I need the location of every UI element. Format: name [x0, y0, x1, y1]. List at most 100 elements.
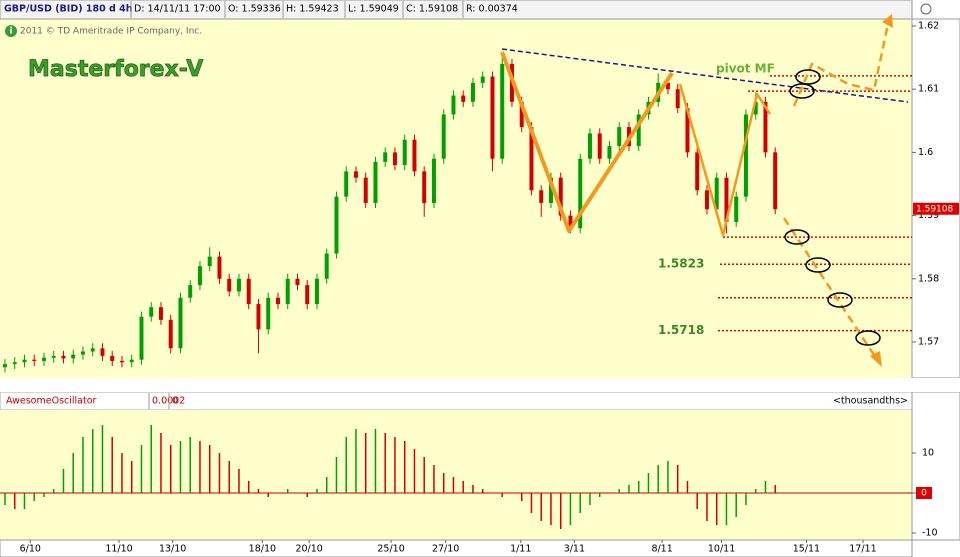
candle-body — [305, 285, 310, 305]
candle-body — [207, 256, 212, 267]
candle-body — [704, 190, 709, 210]
copyright: 2011 © TD Ameritrade IP Company, Inc. — [20, 27, 202, 37]
last-price: 1.59108 — [916, 204, 953, 214]
candle-body — [558, 177, 563, 216]
candle-body — [139, 316, 144, 360]
candle-body — [685, 108, 690, 153]
y-tick-label: 1.62 — [918, 21, 939, 32]
candle-body — [324, 253, 329, 279]
x-tick-label: 27/10 — [432, 544, 459, 555]
candle-body — [441, 114, 446, 159]
candle-body — [119, 360, 124, 363]
y-tick-label: 1.61 — [918, 84, 939, 95]
candle-body — [217, 256, 222, 279]
candle-body — [597, 133, 602, 159]
candle-body — [734, 196, 739, 222]
target-ellipse — [805, 257, 831, 273]
pivot-trendline — [501, 48, 909, 103]
candle-body — [587, 133, 592, 159]
header-bar — [0, 0, 913, 20]
candle-body — [41, 357, 46, 361]
candle-body — [266, 297, 271, 330]
candle-body — [363, 177, 368, 203]
candle-body — [246, 278, 251, 305]
candle-body — [724, 177, 729, 222]
candle-body — [714, 177, 719, 210]
candle-body — [285, 278, 290, 305]
x-tick-label: 10/11 — [708, 544, 735, 555]
candle-body — [100, 348, 105, 356]
target-ellipse — [784, 229, 810, 245]
candle-body — [568, 215, 573, 229]
candle-body — [61, 355, 66, 359]
pivot-label: pivot MF — [716, 62, 775, 76]
candle-body — [500, 63, 505, 159]
header-info: H: 1.59423 — [286, 4, 339, 15]
candle-body — [431, 158, 436, 203]
header-info: C: 1.59108 — [406, 4, 458, 15]
candle-body — [22, 359, 27, 363]
candle-body — [636, 114, 641, 147]
target-ellipse — [795, 69, 821, 85]
candle-body — [753, 101, 758, 115]
candle-body — [256, 304, 261, 330]
candle-body — [607, 146, 612, 159]
y-tick-label: 10 — [922, 448, 934, 459]
candle-body — [519, 101, 524, 128]
osc-axis — [911, 391, 960, 541]
symbol-title: GBP/USD (BID) 180 d 4h — [4, 4, 133, 15]
candle-body — [314, 278, 319, 305]
candle-body — [32, 359, 37, 361]
zigzag-wave-2 — [678, 83, 772, 237]
candle-body — [675, 89, 680, 109]
candle-body — [412, 139, 417, 172]
candle-body — [51, 355, 56, 358]
candle-body — [695, 152, 700, 191]
candle-body — [71, 354, 76, 359]
info-icon[interactable] — [5, 25, 17, 37]
x-tick-label: 3/11 — [564, 544, 585, 555]
zigzag-wave — [500, 51, 674, 233]
candle-body — [275, 297, 280, 305]
candle-body — [90, 348, 95, 352]
level-label: 1.5718 — [658, 323, 704, 337]
last-value-box — [916, 487, 932, 499]
date-axis — [0, 539, 913, 557]
price-panel — [0, 19, 912, 378]
x-tick-label: 1/11 — [510, 544, 531, 555]
candle-body — [461, 95, 466, 102]
y-tick-label: 1.6 — [918, 147, 933, 158]
osc-header — [0, 391, 913, 411]
header-info: O: 1.59336 — [228, 4, 281, 15]
x-tick-label: 6/10 — [20, 544, 41, 555]
zoom-icon[interactable] — [920, 3, 932, 15]
candle-body — [763, 101, 768, 153]
candle-body — [392, 152, 397, 166]
candle-body — [451, 95, 456, 115]
candle-body — [373, 161, 378, 203]
x-tick-label: 25/10 — [377, 544, 404, 555]
x-tick-label: 20/10 — [295, 544, 322, 555]
candle-body — [480, 76, 485, 83]
candle-body — [129, 359, 134, 363]
target-ellipse — [789, 83, 815, 99]
forecast-up — [792, 23, 890, 107]
osc-param: 0 — [172, 396, 178, 407]
candle-body — [402, 139, 407, 166]
candle-body — [743, 114, 748, 197]
x-tick-label: 11/10 — [105, 544, 132, 555]
arrow-head-up — [882, 14, 893, 28]
target-ellipse — [827, 292, 853, 308]
candle-body — [178, 297, 183, 349]
candle-body — [334, 196, 339, 254]
candle-body — [12, 362, 17, 365]
candle-body — [665, 82, 670, 90]
candle-body — [490, 76, 495, 159]
candle-body — [422, 171, 427, 203]
candle-body — [295, 278, 300, 286]
candle-body — [236, 278, 241, 292]
x-tick-label: 15/11 — [793, 544, 820, 555]
watermark: Masterforex-V — [28, 57, 203, 82]
